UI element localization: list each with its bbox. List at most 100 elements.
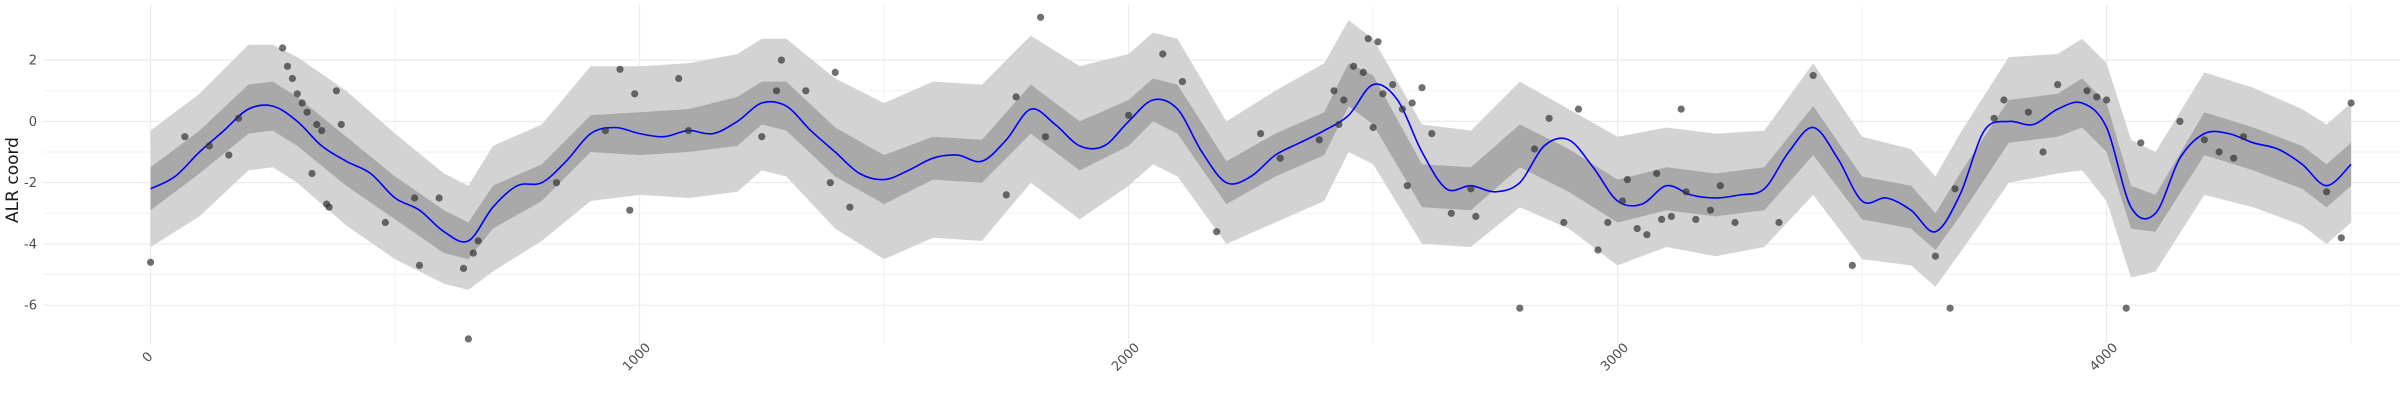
observation-point [474, 237, 482, 245]
x-tick-label: 4000 [2087, 341, 2121, 375]
observation-point [1359, 68, 1367, 76]
observation-point [1369, 123, 1377, 132]
observation-point [2347, 99, 2355, 107]
observation-point [1653, 169, 1661, 178]
observation-point [288, 74, 296, 83]
observation-point [758, 133, 766, 141]
observation-point [1809, 71, 1817, 80]
observation-point [1990, 114, 1998, 122]
y-axis-title: ALR coord [3, 137, 23, 223]
observation-point [2323, 188, 2331, 196]
observation-point [2054, 81, 2062, 89]
observation-point [1643, 231, 1651, 239]
observation-point [1574, 105, 1583, 113]
observation-point [1467, 185, 1475, 193]
observation-point [1037, 13, 1045, 21]
observation-point [303, 108, 311, 116]
observation-point [1349, 62, 1358, 70]
observation-point [381, 218, 389, 227]
observation-point [332, 87, 340, 95]
observation-point [415, 261, 424, 269]
observation-point [846, 203, 854, 211]
x-tick-label: 0 [140, 349, 156, 365]
observation-point [552, 179, 561, 187]
observation-point [235, 114, 243, 122]
observation-point [2137, 139, 2145, 147]
observation-point [1472, 212, 1480, 220]
y-tick-labels: -6 -4 -2 0 2 [24, 54, 37, 314]
observation-point [469, 249, 477, 257]
observation-point [2039, 148, 2047, 156]
observation-point [1340, 96, 1348, 104]
x-tick-label: 3000 [1598, 341, 1632, 375]
observation-point [1408, 99, 1416, 107]
observation-point [2093, 93, 2101, 101]
inner-credible-band [150, 63, 2352, 260]
observation-point [1658, 215, 1666, 223]
observation-point [1315, 136, 1323, 144]
observation-point [1125, 111, 1133, 119]
observation-point [1012, 93, 1020, 101]
observation-point [2200, 136, 2208, 144]
observation-point [1159, 50, 1167, 58]
observation-point [1257, 130, 1265, 138]
observation-point [2239, 133, 2248, 141]
observation-point [298, 99, 306, 107]
observation-point [181, 133, 189, 141]
observation-point [1706, 206, 1715, 214]
observation-point [1330, 87, 1338, 95]
observation-point [1594, 246, 1602, 254]
observation-point [616, 65, 624, 73]
x-tick-labels: 0 1000 2000 3000 4000 [140, 341, 2121, 375]
observation-point [2230, 154, 2238, 162]
observation-point [435, 194, 443, 202]
observation-point [1667, 212, 1675, 220]
observation-point [684, 127, 693, 135]
observation-point [1604, 218, 1612, 227]
observation-points [147, 13, 2355, 343]
observation-point [2000, 96, 2008, 104]
observation-point [831, 68, 839, 76]
observation-point [1775, 218, 1783, 227]
observation-point [1379, 90, 1387, 98]
observation-point [1403, 182, 1411, 190]
observation-point [308, 169, 316, 178]
y-tick-label: 0 [29, 115, 37, 130]
observation-point [1946, 304, 1954, 312]
observation-point [1276, 154, 1284, 162]
observation-point [1418, 84, 1426, 92]
observation-point [205, 142, 213, 150]
observation-point [1178, 78, 1186, 86]
observation-point [2176, 117, 2184, 125]
observation-point [325, 203, 333, 211]
x-tick-label: 1000 [620, 341, 654, 375]
y-tick-label: 2 [29, 54, 37, 69]
observation-point [1692, 215, 1700, 223]
observation-point [1545, 114, 1553, 122]
observation-point [777, 56, 786, 64]
credible-bands [150, 20, 2352, 290]
observation-point [283, 62, 292, 70]
y-tick-label: -4 [24, 237, 37, 252]
observation-point [225, 151, 233, 159]
observation-point [1335, 120, 1343, 129]
observation-point [1677, 105, 1685, 113]
observation-point [1633, 225, 1641, 233]
observation-point [459, 264, 468, 272]
observation-point [1002, 191, 1010, 199]
observation-point [147, 258, 155, 266]
observation-point [318, 127, 326, 135]
observation-point [1530, 145, 1539, 153]
observation-point [1560, 218, 1568, 227]
mean-line-path [150, 83, 2352, 243]
observation-point [1623, 176, 1631, 184]
observation-point [2122, 304, 2130, 312]
observation-point [2215, 148, 2223, 156]
x-tick-label: 2000 [1109, 341, 1143, 375]
observation-point [1931, 252, 1939, 260]
observation-point [1682, 188, 1690, 196]
observation-point [631, 90, 639, 98]
observation-point [675, 74, 683, 83]
observation-point [626, 206, 634, 214]
